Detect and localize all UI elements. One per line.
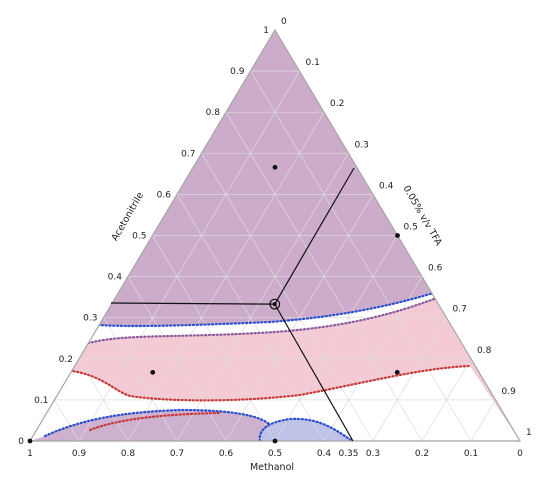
design-point — [394, 369, 400, 375]
tick-label-acetonitrile: 0.4 — [108, 273, 123, 283]
tick-label-tfa: 0.3 — [355, 140, 369, 150]
tick-label-tfa: 0.5 — [404, 223, 418, 233]
grid-line-tfa — [421, 358, 472, 442]
region-lower — [30, 410, 270, 441]
boundary-middle-red — [60, 364, 472, 402]
region-upper — [98, 30, 437, 326]
tick-label-methanol: 0.1 — [464, 449, 478, 459]
grid-line-tfa — [323, 276, 423, 442]
tick-label-tfa: 0.9 — [502, 387, 517, 397]
tick-label-tfa: 0 — [281, 17, 287, 27]
tick-label-methanol: 0.8 — [121, 449, 136, 459]
tick-label-acetonitrile: 0.6 — [157, 190, 172, 200]
grid-line-tfa — [176, 153, 349, 442]
tick-label-acetonitrile: 0.8 — [206, 108, 221, 118]
tick-label-tfa: 0.1 — [306, 58, 320, 68]
tick-label-tfa: 0.6 — [428, 264, 443, 274]
tick-label-methanol: 0.3 — [366, 449, 380, 459]
grid-line-tfa — [274, 235, 398, 442]
grid-line-tfa — [78, 70, 300, 442]
tick-label-acetonitrile: 0.7 — [181, 149, 195, 159]
tick-label-acetonitrile: 0.5 — [132, 232, 146, 242]
tick-label-tfa: 1 — [526, 428, 532, 438]
tick-label-acetonitrile: 0.1 — [34, 396, 48, 406]
boundary-upper-mix — [58, 283, 472, 357]
axis-title-methanol: Methanol — [250, 462, 294, 473]
optimum-line-acetonitrile — [110, 302, 275, 305]
boundary-upper-blue — [96, 290, 439, 328]
tick-label-acetonitrile: 1 — [263, 26, 269, 36]
axis-title-tfa: 0.05% v/v TFA — [401, 184, 445, 248]
tick-label-methanol: 0.2 — [415, 449, 429, 459]
tick-label-methanol: 0.4 — [317, 449, 332, 459]
grid-line-tfa — [470, 399, 496, 442]
tick-label-methanol: 0.5 — [268, 449, 282, 459]
tick-label-acetonitrile: 0 — [18, 437, 24, 447]
tick-label-methanol: 0 — [517, 449, 523, 459]
boundary-right-blue — [258, 417, 354, 441]
tick-label-tfa: 0.2 — [330, 99, 344, 109]
tick-label-tfa: 0.4 — [379, 181, 394, 191]
tick-label-methanol: 0.6 — [219, 449, 234, 459]
design-point — [272, 438, 278, 444]
tick-label-methanol: 0.9 — [72, 449, 87, 459]
tick-label-acetonitrile: 0.9 — [230, 67, 245, 77]
tick-label-acetonitrile: 0.2 — [59, 355, 73, 365]
design-point — [150, 369, 156, 375]
optimum-line-tfa — [274, 167, 355, 305]
tick-label-methanol: 0.35 — [338, 449, 358, 459]
optimum-line-methanol — [274, 303, 354, 442]
region-lower-right — [259, 418, 352, 441]
grid-line-methanol — [152, 235, 276, 442]
grid-line-methanol — [201, 153, 374, 442]
design-point — [272, 164, 278, 170]
design-point — [27, 438, 33, 444]
grid-line-methanol — [250, 70, 472, 442]
centroid-point — [272, 302, 277, 307]
grid-line-methanol — [78, 358, 129, 442]
grid-line-methanol — [54, 399, 80, 442]
grid-line-tfa — [372, 317, 447, 442]
tick-label-acetonitrile: 0.3 — [83, 314, 97, 324]
centroid-ring — [269, 298, 281, 310]
tick-label-tfa: 0.8 — [477, 346, 492, 356]
design-point — [395, 233, 400, 238]
tick-label-methanol: 1 — [27, 449, 33, 459]
tick-label-tfa: 0.7 — [453, 305, 467, 315]
boundary-lower-blue — [43, 408, 272, 438]
tick-label-methanol: 0.7 — [170, 449, 184, 459]
boundary-lower-red — [88, 411, 222, 432]
region-middle — [60, 285, 520, 441]
